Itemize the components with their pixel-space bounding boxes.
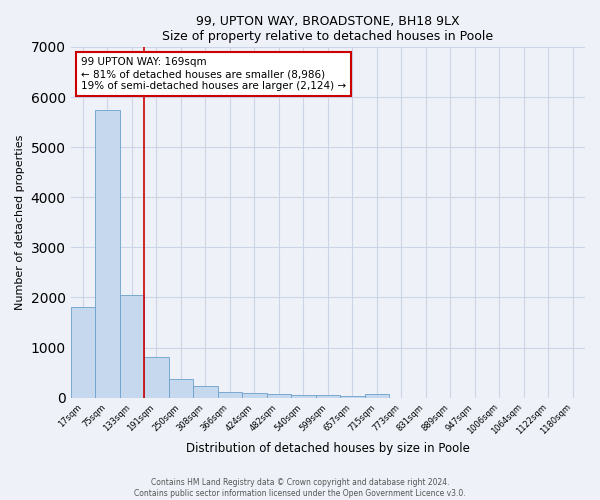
- Bar: [95, 110, 119, 398]
- Bar: [266, 394, 291, 398]
- Bar: [291, 394, 316, 398]
- Text: 99 UPTON WAY: 169sqm
← 81% of detached houses are smaller (8,986)
19% of semi-de: 99 UPTON WAY: 169sqm ← 81% of detached h…: [81, 58, 346, 90]
- Y-axis label: Number of detached properties: Number of detached properties: [15, 134, 25, 310]
- Bar: [144, 356, 169, 398]
- Bar: [218, 392, 242, 398]
- Bar: [193, 386, 218, 398]
- Bar: [365, 394, 389, 398]
- Bar: [340, 396, 365, 398]
- Bar: [316, 396, 340, 398]
- Title: 99, UPTON WAY, BROADSTONE, BH18 9LX
Size of property relative to detached houses: 99, UPTON WAY, BROADSTONE, BH18 9LX Size…: [162, 15, 493, 43]
- Bar: [169, 379, 193, 398]
- Bar: [119, 295, 144, 398]
- Text: Contains HM Land Registry data © Crown copyright and database right 2024.
Contai: Contains HM Land Registry data © Crown c…: [134, 478, 466, 498]
- X-axis label: Distribution of detached houses by size in Poole: Distribution of detached houses by size …: [186, 442, 470, 455]
- Bar: [71, 308, 95, 398]
- Bar: [242, 392, 266, 398]
